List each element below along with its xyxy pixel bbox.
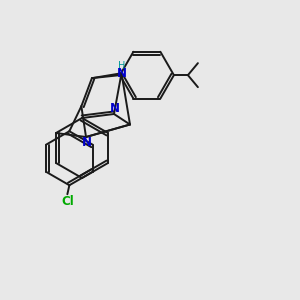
Text: H: H: [118, 61, 125, 71]
Text: Cl: Cl: [61, 195, 74, 208]
Text: N: N: [116, 67, 127, 80]
Text: N: N: [110, 103, 120, 116]
Text: N: N: [82, 136, 92, 148]
